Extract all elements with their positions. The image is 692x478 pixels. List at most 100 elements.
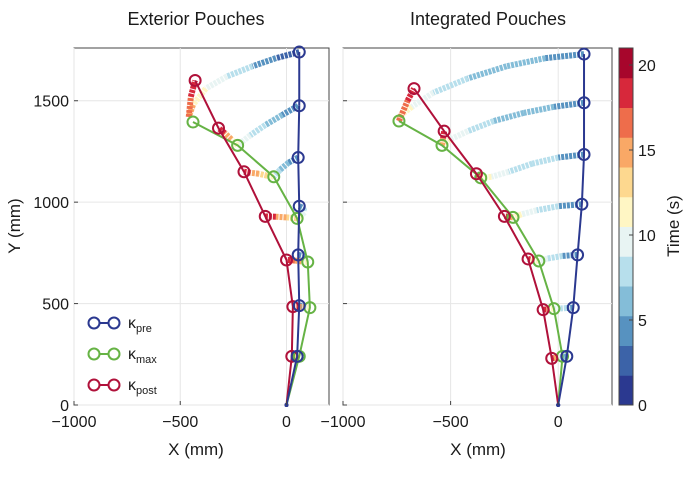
- colorbar-tick-label: 10: [638, 228, 656, 245]
- panel-integrated-pouches: −1000 −500 0 Integrated Pouches X (mm): [321, 9, 613, 459]
- trajectory-segment: [449, 128, 470, 142]
- trajectory-segment: [275, 49, 301, 62]
- legend-label: κmax: [128, 346, 157, 366]
- marker-pre: [577, 47, 591, 61]
- colorbar-frame: [618, 47, 634, 406]
- legend-label: κpost: [128, 377, 157, 397]
- legend-label: κpre: [128, 315, 152, 335]
- marker-pre: [292, 45, 306, 59]
- trajectory-segment: [490, 168, 510, 180]
- legend-marker: [107, 316, 121, 330]
- marker-post: [237, 165, 251, 179]
- marker-post: [437, 124, 451, 138]
- trajectory-segment: [432, 75, 469, 96]
- trajectory-segment: [251, 55, 277, 70]
- trajectory-segment: [507, 160, 534, 175]
- colorbar-swatch: [619, 167, 633, 198]
- x-tick-label: −500: [433, 414, 469, 431]
- colorbar-swatch: [619, 345, 633, 376]
- marker-post: [545, 351, 559, 365]
- trajectory-segment: [185, 96, 194, 118]
- colorbar-label: Time (s): [664, 195, 683, 257]
- trajectory-segment: [280, 103, 300, 118]
- marker-max: [301, 255, 315, 269]
- legend-marker: [107, 378, 121, 392]
- legend: κpre κmax κpost: [87, 315, 157, 397]
- trajectory-segment: [520, 207, 538, 218]
- trajectory-segment: [492, 110, 525, 124]
- legend-item-pre: κpre: [87, 315, 152, 335]
- colorbar-tick-label: 20: [638, 58, 656, 75]
- colorbar-swatch: [619, 77, 633, 108]
- colorbar-swatch: [619, 256, 633, 287]
- trajectory-segment: [557, 151, 585, 161]
- series-line-post: [194, 80, 294, 406]
- trajectory-segment: [190, 86, 209, 107]
- colorbar-swatches: [619, 48, 633, 406]
- y-tick-label: 500: [42, 297, 69, 314]
- marker-post: [536, 303, 550, 317]
- marker-pre: [566, 301, 580, 315]
- legend-marker: [87, 316, 101, 330]
- colorbar-swatch: [619, 315, 633, 346]
- trajectory-segment: [538, 255, 549, 264]
- legend-marker: [87, 378, 101, 392]
- marker-max: [392, 114, 406, 128]
- marker-pre: [292, 299, 306, 313]
- trajectory-segment: [248, 122, 267, 138]
- marker-max: [506, 210, 520, 224]
- marker-max: [231, 138, 245, 152]
- trajectory-segment: [299, 210, 307, 218]
- legend-marker: [87, 347, 101, 361]
- colorbar-swatch: [619, 196, 633, 227]
- marker-max: [435, 138, 449, 152]
- x-tick-label: 0: [554, 414, 563, 431]
- trajectory-segment: [404, 87, 417, 103]
- trajectory-segment: [523, 103, 555, 116]
- x-tick-label: −500: [162, 414, 198, 431]
- marker-post: [212, 121, 225, 135]
- marker-pre: [577, 147, 591, 161]
- marker-post: [469, 167, 483, 181]
- trajectory-segment: [222, 131, 234, 142]
- marker-pre: [560, 349, 574, 363]
- colorbar-swatch: [619, 107, 633, 138]
- marker-pre: [290, 349, 304, 363]
- series-layer: [392, 47, 591, 407]
- colorbar-swatch: [619, 375, 633, 406]
- marker-post: [188, 73, 202, 87]
- trajectory-segment: [505, 55, 546, 70]
- tick-layer: −1000 −500 0: [321, 100, 563, 431]
- colorbar-swatch: [619, 48, 633, 79]
- gridlines: [73, 48, 329, 406]
- marker-max: [267, 170, 281, 184]
- marker-max: [290, 211, 304, 225]
- series-line-pre: [285, 105, 301, 406]
- series-line-pre: [557, 54, 586, 406]
- marker-pre: [575, 197, 589, 211]
- marker-post: [497, 209, 511, 223]
- trajectory-segment: [263, 112, 284, 128]
- colorbar-tick-label: 5: [638, 313, 647, 330]
- trajectory-segment: [546, 252, 564, 262]
- x-tick-label: 0: [282, 414, 291, 431]
- trajectory-segment: [466, 118, 495, 134]
- marker-post: [407, 82, 421, 96]
- trajectory-segment: [278, 160, 291, 173]
- x-axis-label: X (mm): [450, 440, 506, 459]
- trajectory-segment: [562, 251, 578, 259]
- y-tick-label: 1500: [33, 94, 69, 111]
- marker-pre: [291, 248, 305, 262]
- trajectory-segment: [275, 213, 287, 221]
- marker-pre: [577, 96, 591, 110]
- marker-max: [186, 115, 200, 129]
- colorbar-swatch: [619, 226, 633, 257]
- marker-pre: [292, 199, 306, 213]
- marker-post: [521, 252, 535, 266]
- marker-pre: [571, 248, 585, 262]
- y-tick-label: 1000: [33, 195, 69, 212]
- trajectory-segment: [258, 170, 269, 179]
- trajectory-segment: [204, 73, 229, 92]
